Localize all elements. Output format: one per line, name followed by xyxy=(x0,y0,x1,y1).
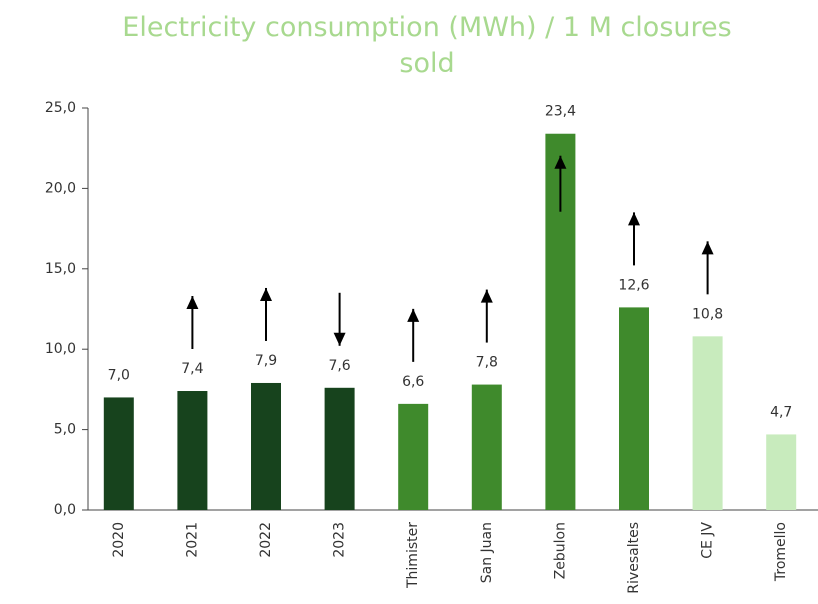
x-tick-label: 2020 xyxy=(111,522,127,558)
y-tick-label: 10,0 xyxy=(45,341,76,357)
value-label: 7,8 xyxy=(476,355,498,371)
y-tick-label: 25,0 xyxy=(45,100,76,116)
trend-arrow-head xyxy=(554,155,567,169)
trend-arrow-head xyxy=(701,241,714,255)
x-tick-label: 2021 xyxy=(184,522,200,558)
x-tick-label: 2022 xyxy=(258,522,274,558)
bar xyxy=(398,403,429,510)
value-label: 12,6 xyxy=(618,277,649,293)
bar xyxy=(103,397,134,510)
chart-title: Electricity consumption (MWh) / 1 M clos… xyxy=(122,12,731,79)
bar xyxy=(619,307,649,510)
value-label: 23,4 xyxy=(545,104,576,120)
bar xyxy=(251,382,281,510)
trend-arrow-head xyxy=(186,296,199,310)
bar xyxy=(766,434,797,510)
y-tick-label: 15,0 xyxy=(45,261,76,277)
y-tick-label: 5,0 xyxy=(54,422,76,438)
x-tick-label: Rivesaltes xyxy=(626,522,642,594)
trend-arrow-head xyxy=(407,308,420,322)
bar xyxy=(177,391,208,510)
bar xyxy=(324,387,355,510)
bar xyxy=(692,336,723,510)
x-tick-label: Thimister xyxy=(405,522,421,589)
x-tick-label: Tromello xyxy=(773,522,789,582)
bar xyxy=(471,384,502,510)
x-tick-label: 2023 xyxy=(332,522,348,558)
x-tick-label: CE JV xyxy=(700,522,716,559)
x-tick-label: San Juan xyxy=(479,522,495,583)
trend-arrow-head xyxy=(333,332,346,346)
value-label: 4,7 xyxy=(770,404,792,420)
value-label: 7,0 xyxy=(108,367,130,383)
x-tick-label: Zebulon xyxy=(552,522,568,579)
y-tick-label: 0,0 xyxy=(54,502,76,518)
y-tick-label: 20,0 xyxy=(45,180,76,196)
value-label: 7,6 xyxy=(328,358,350,374)
value-label: 7,9 xyxy=(255,353,277,369)
trend-arrow-head xyxy=(628,212,640,226)
value-label: 6,6 xyxy=(402,374,424,390)
trend-arrow-head xyxy=(260,287,272,301)
value-label: 7,4 xyxy=(181,361,203,377)
trend-arrow-head xyxy=(480,289,493,303)
value-label: 10,8 xyxy=(692,306,723,322)
